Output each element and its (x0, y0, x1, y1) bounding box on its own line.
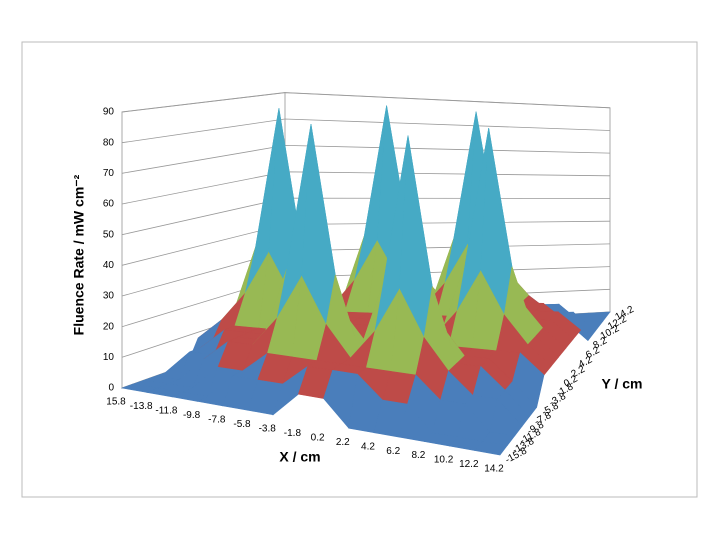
z-tick-label: 50 (103, 229, 115, 240)
x-tick-label: 6.2 (386, 446, 400, 457)
x-tick-label: 14.2 (484, 464, 504, 475)
grid-line (121, 92, 611, 113)
z-tick-label: 30 (103, 291, 115, 302)
x-tick-label: 8.2 (411, 450, 425, 461)
x-tick-label: -7.8 (208, 415, 226, 426)
z-tick-label: 0 (108, 383, 114, 394)
x-tick-label: -9.8 (183, 410, 201, 421)
grid-line (121, 118, 611, 144)
x-tick-label: -1.8 (284, 428, 302, 439)
x-tick-label: 12.2 (459, 459, 479, 470)
x-tick-label: 0.2 (311, 432, 325, 443)
x-tick-label: -5.8 (233, 419, 251, 430)
x-axis-title: X / cm (279, 449, 320, 465)
x-tick-label: -11.8 (155, 406, 177, 417)
x-tick-label: -3.8 (259, 423, 277, 434)
z-tick-label: 10 (103, 352, 115, 363)
x-tick-label: 2.2 (336, 437, 350, 448)
surface-cell (474, 441, 508, 456)
x-tick-label: -13.8 (130, 401, 153, 412)
z-tick-label: 90 (103, 107, 115, 118)
z-tick-label: 80 (103, 137, 115, 148)
z-axis-title: Fluence Rate / mW cm⁻² (71, 174, 87, 335)
z-tick-label: 70 (103, 168, 115, 179)
y-axis-title: Y / cm (602, 376, 643, 392)
surface (120, 105, 611, 456)
z-tick-label: 60 (103, 199, 115, 210)
x-tick-label: 4.2 (361, 441, 375, 452)
x-tick-label: 15.8 (106, 397, 126, 408)
z-tick-label: 20 (103, 321, 115, 332)
x-tick-label: 10.2 (434, 455, 454, 466)
z-tick-label: 40 (103, 260, 115, 271)
